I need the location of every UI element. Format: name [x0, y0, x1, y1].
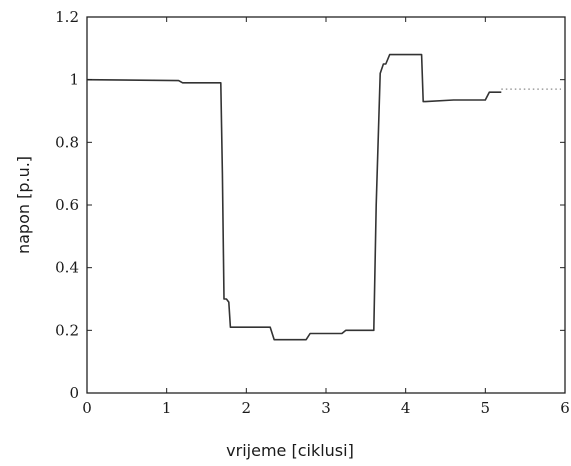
y-tick-label: 1 [69, 71, 79, 89]
x-tick-label: 2 [242, 399, 252, 417]
y-tick-label: 0.8 [55, 133, 79, 151]
series-layer [86, 53, 561, 341]
x-tick-label: 0 [82, 399, 92, 417]
x-axis-title: vrijeme [ciklusi] [226, 441, 354, 460]
y-tick-label: 0.2 [55, 321, 79, 339]
x-tick-label: 3 [321, 399, 331, 417]
x-tick-label: 6 [560, 399, 570, 417]
y-tick-label: 0.6 [55, 196, 79, 214]
y-axis-ticks: 0 0.2 0.4 0.6 0.8 1 1.2 [55, 8, 565, 402]
voltage-line [86, 53, 502, 341]
y-tick-label: 0.4 [55, 259, 79, 277]
x-tick-label: 1 [162, 399, 172, 417]
plot-frame [86, 16, 566, 394]
x-tick-label: 4 [401, 399, 411, 417]
x-axis-ticks: 0 1 2 3 4 5 6 [82, 17, 570, 417]
x-tick-label: 5 [481, 399, 491, 417]
y-tick-label: 1.2 [55, 8, 79, 26]
y-axis-title: napon [p.u.] [14, 156, 33, 254]
y-tick-label: 0 [69, 384, 79, 402]
